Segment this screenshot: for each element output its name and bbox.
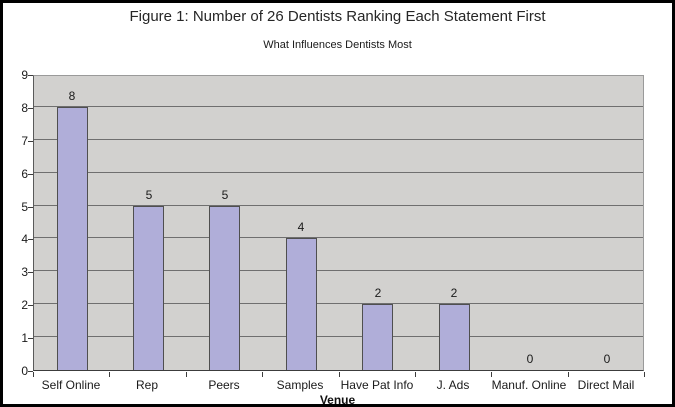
x-axis-title: Venue — [319, 393, 356, 407]
y-axis-label-9: 9 — [21, 68, 28, 82]
x-tick-1 — [109, 372, 110, 377]
x-tick-6 — [491, 372, 492, 377]
bar-3 — [286, 238, 317, 370]
x-tick-7 — [568, 372, 569, 377]
y-axis-label-5: 5 — [21, 199, 28, 214]
gridline-1 — [34, 336, 643, 338]
y-tick-5 — [28, 206, 33, 208]
data-label-6: 0 — [526, 352, 534, 366]
gridline-3 — [34, 270, 643, 272]
y-tick-6 — [28, 173, 33, 175]
gridline-8 — [34, 105, 643, 107]
x-tick-2 — [186, 372, 187, 377]
y-axis-label-1: 1 — [21, 331, 28, 346]
data-label-5: 2 — [450, 286, 458, 300]
y-axis-label-3: 3 — [21, 265, 28, 280]
gridline-4 — [34, 237, 643, 239]
bar-1 — [133, 206, 164, 370]
category-label-7: Direct Mail — [577, 378, 635, 392]
x-tick-3 — [262, 372, 263, 377]
y-tick-8 — [28, 107, 33, 109]
y-axis-label-8: 8 — [21, 100, 28, 115]
category-label-0: Self Online — [41, 378, 101, 392]
gridline-6 — [34, 171, 643, 173]
chart-title: What Influences Dentists Most — [263, 39, 412, 51]
x-tick-4 — [339, 372, 340, 377]
x-tick-0 — [33, 372, 34, 377]
bar-0 — [57, 107, 88, 370]
x-tick-8 — [644, 372, 645, 377]
bar-4 — [362, 304, 393, 370]
y-tick-4 — [28, 239, 33, 241]
data-label-2: 5 — [221, 188, 229, 202]
figure-title: Figure 1: Number of 26 Dentists Ranking … — [129, 8, 546, 25]
data-label-7: 0 — [603, 352, 611, 366]
x-tick-5 — [415, 372, 416, 377]
y-axis-label-4: 4 — [21, 232, 28, 247]
y-tick-2 — [28, 305, 33, 307]
y-axis-label-7: 7 — [21, 133, 28, 148]
gridline-5 — [34, 204, 643, 206]
y-axis-label-2: 2 — [21, 298, 28, 313]
bar-2 — [209, 206, 240, 370]
gridline-2 — [34, 303, 643, 305]
data-label-4: 2 — [374, 286, 382, 300]
category-label-2: Peers — [208, 378, 240, 392]
bar-5 — [439, 304, 470, 370]
data-label-1: 5 — [145, 188, 153, 202]
data-label-3: 4 — [297, 220, 305, 234]
y-tick-7 — [28, 140, 33, 142]
category-label-3: Samples — [276, 378, 324, 392]
category-label-5: J. Ads — [436, 378, 470, 392]
category-label-4: Have Pat Info — [340, 378, 414, 392]
category-label-1: Rep — [135, 378, 158, 392]
y-tick-0 — [28, 371, 33, 372]
y-tick-1 — [28, 338, 33, 340]
y-axis-label-6: 6 — [21, 166, 28, 181]
plot-area: 8 5 5 4 2 2 0 0 — [33, 75, 644, 371]
y-axis-label-0: 0 — [21, 364, 28, 378]
y-tick-3 — [28, 272, 33, 274]
y-tick-9 — [28, 75, 33, 76]
category-label-6: Manuf. Online — [491, 378, 567, 392]
data-label-0: 8 — [68, 89, 76, 103]
gridline-7 — [34, 138, 643, 140]
